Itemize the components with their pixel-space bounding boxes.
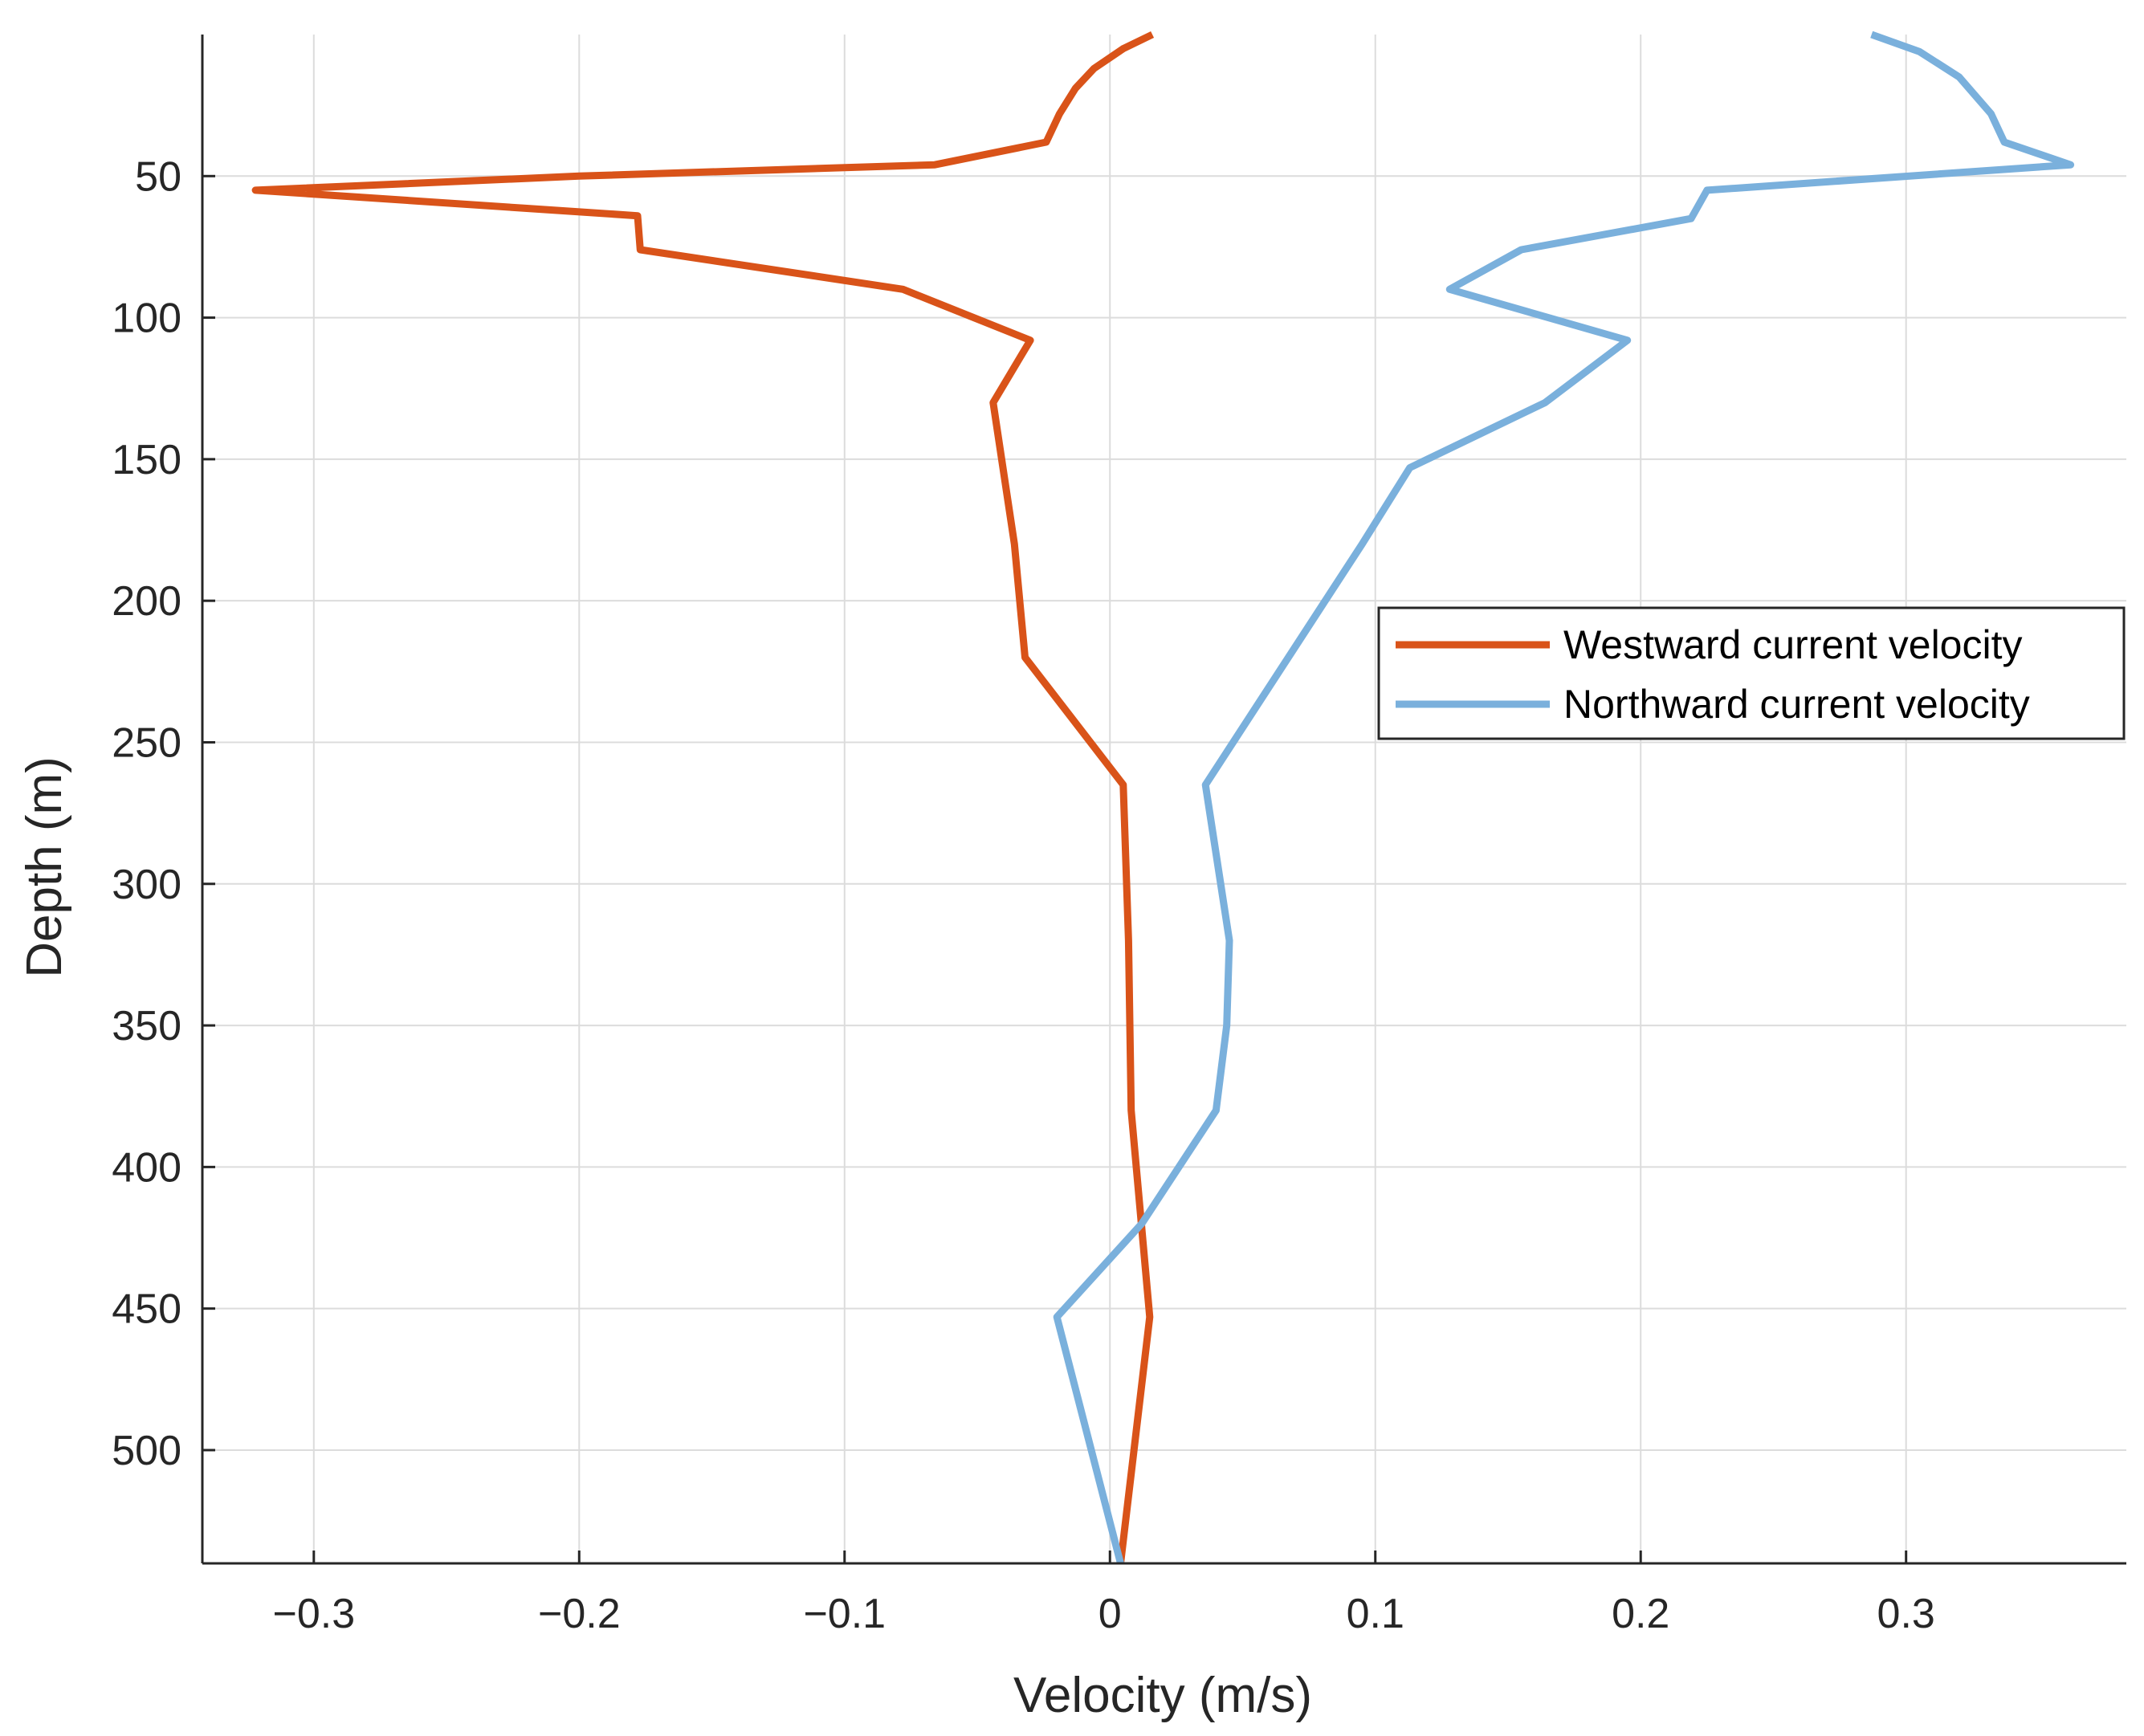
westward-velocity-line [251, 31, 1155, 1564]
x-axis-title: Velocity (m/s) [1013, 1668, 1312, 1723]
x-tick-label: −0.1 [803, 1591, 886, 1637]
legend-box [1377, 606, 2126, 740]
grid-lines [202, 35, 2126, 1563]
x-tick-label: 0.3 [1877, 1591, 1935, 1637]
y-tick-label: 150 [112, 437, 181, 483]
legend: Westward current velocity Northward curr… [1377, 606, 2126, 740]
axes [201, 35, 2126, 1565]
y-tick-label: 100 [112, 295, 181, 342]
x-tick-label: 0.1 [1347, 1591, 1404, 1637]
legend-label-northward: Northward current velocity [1563, 682, 2030, 727]
x-tick-label: −0.3 [272, 1591, 355, 1637]
y-tick-label: 450 [112, 1286, 181, 1333]
x-tick-label: −0.2 [538, 1591, 621, 1637]
x-tick-label: 0 [1098, 1591, 1122, 1637]
y-tick-label: 250 [112, 719, 181, 766]
northward-velocity-line [1053, 31, 2075, 1565]
y-tick-label: 200 [112, 578, 181, 625]
legend-label-westward: Westward current velocity [1563, 622, 2022, 667]
y-axis-title: Depth (m) [17, 756, 72, 978]
y-tick-label: 350 [112, 1003, 181, 1049]
y-tick-label: 50 [135, 153, 181, 200]
data-series [251, 31, 2075, 1565]
x-tick-label: 0.2 [1612, 1591, 1669, 1637]
tick-labels: −0.3 −0.2 −0.1 0 0.1 0.2 0.3 50 100 150 200 250 300 3… [112, 153, 1935, 1637]
y-tick-label: 500 [112, 1428, 181, 1474]
y-tick-label: 400 [112, 1144, 181, 1191]
y-tick-label: 300 [112, 862, 181, 908]
